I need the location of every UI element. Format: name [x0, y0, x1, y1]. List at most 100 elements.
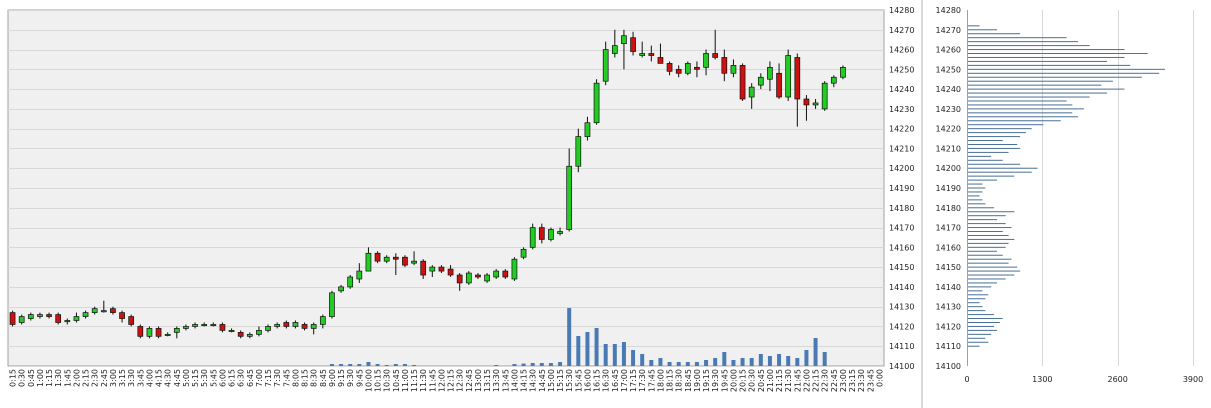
profile-bar	[968, 143, 1018, 145]
candle	[319, 314, 326, 329]
candle-body	[803, 98, 810, 106]
candle-body	[219, 324, 226, 331]
profile-x-tick-label: 2600	[1107, 375, 1127, 384]
candle-body	[684, 63, 691, 74]
x-tick-label: 23:45	[866, 369, 875, 392]
candle	[776, 63, 782, 99]
candle-body	[821, 82, 828, 110]
volume-bar	[612, 344, 617, 366]
volume-bar	[402, 364, 407, 366]
candle-body	[100, 310, 107, 313]
candle-body	[475, 274, 481, 278]
price-axis: 14100 14110 14120 14130 14140 14150 14160 14170…	[889, 6, 914, 371]
volume-bar	[548, 363, 553, 366]
candle	[666, 61, 673, 76]
volume-bar	[558, 362, 563, 366]
volume-bar	[731, 360, 736, 366]
candle-body	[630, 37, 636, 52]
candle	[119, 310, 125, 323]
candle-body	[392, 256, 399, 260]
candle-body	[9, 312, 16, 325]
x-tick-label: 22:45	[830, 369, 839, 392]
volume-bar	[740, 358, 745, 366]
volume-bar	[494, 365, 499, 366]
profile-bar	[968, 274, 1015, 276]
candle	[283, 320, 290, 329]
x-tick-label: 19:30	[711, 369, 720, 392]
x-tick-label: 21:45	[793, 369, 802, 392]
profile-y-tick-label: 14240	[936, 85, 961, 94]
profile-bar	[968, 64, 1131, 66]
x-tick-label: 1:00	[36, 369, 45, 387]
y-tick-label: 14140	[889, 283, 914, 292]
candle-body	[657, 57, 664, 64]
x-tick-label: 19:15	[702, 369, 711, 392]
profile-bar	[968, 116, 1079, 118]
candle-body	[292, 322, 299, 327]
candle	[411, 251, 417, 266]
profile-y-tick-label: 14200	[936, 164, 961, 173]
candle-body	[639, 53, 646, 56]
x-tick-label: 5:30	[200, 369, 209, 387]
profile-bar	[968, 231, 1003, 233]
candle	[402, 255, 408, 268]
candle-body	[228, 330, 235, 332]
candle-body	[347, 276, 354, 288]
candle	[593, 79, 600, 125]
candle	[27, 312, 34, 321]
profile-bar	[968, 45, 1090, 47]
y-tick-label: 14130	[889, 303, 914, 312]
time-axis: 0:15 0:30 0:45 1:00 1:15 1:30 1:45 2:00 2:15 2:30…	[9, 369, 885, 392]
x-tick-label: 18:15	[666, 369, 675, 392]
candle	[785, 49, 792, 101]
candle-body	[411, 260, 417, 264]
candle	[265, 324, 271, 333]
candle-body	[310, 324, 317, 329]
candle	[712, 29, 719, 60]
profile-bar	[968, 37, 1067, 39]
x-tick-label: 9:15	[337, 369, 346, 387]
x-tick-label: 2:30	[91, 369, 100, 387]
candle	[110, 306, 116, 315]
candle-body	[329, 292, 335, 317]
volume-bar	[631, 350, 636, 366]
y-tick-label: 14210	[889, 144, 914, 153]
x-tick-label: 2:15	[82, 369, 91, 387]
x-tick-label: 18:00	[656, 369, 665, 392]
profile-bar	[968, 84, 1102, 86]
candle	[575, 128, 582, 173]
profile-bar	[968, 147, 1021, 149]
candle-body	[365, 252, 372, 272]
x-tick-label: 16:15	[593, 369, 602, 392]
profile-bar	[968, 195, 980, 197]
profile-bar	[968, 191, 983, 193]
volume-bar	[366, 362, 371, 366]
x-tick-label: 15:30	[565, 369, 574, 392]
candle-body	[192, 324, 198, 327]
candle	[137, 324, 144, 339]
x-tick-label: 11:30	[419, 369, 428, 392]
candle	[310, 322, 317, 335]
candle-body	[319, 316, 326, 325]
candle-body	[484, 274, 490, 282]
x-tick-label: 5:00	[182, 369, 191, 387]
candle	[703, 49, 709, 76]
profile-y-tick-label: 14170	[936, 224, 961, 233]
candle	[37, 312, 43, 319]
x-tick-label: 19:45	[720, 369, 729, 392]
x-tick-label: 16:45	[611, 369, 620, 392]
candle	[465, 271, 472, 285]
x-tick-label: 14:15	[520, 369, 529, 392]
candle	[739, 63, 746, 101]
x-tick-label: 1:15	[45, 369, 54, 387]
profile-bar	[968, 112, 1073, 114]
volume-bar	[649, 360, 654, 366]
x-tick-label: 23:00	[839, 369, 848, 392]
candle-body	[703, 53, 709, 68]
candle	[347, 275, 354, 289]
candle-body	[502, 270, 509, 278]
x-tick-label: 6:00	[218, 369, 227, 387]
x-tick-label: 17:45	[647, 369, 656, 392]
x-tick-label: 12:30	[456, 369, 465, 392]
